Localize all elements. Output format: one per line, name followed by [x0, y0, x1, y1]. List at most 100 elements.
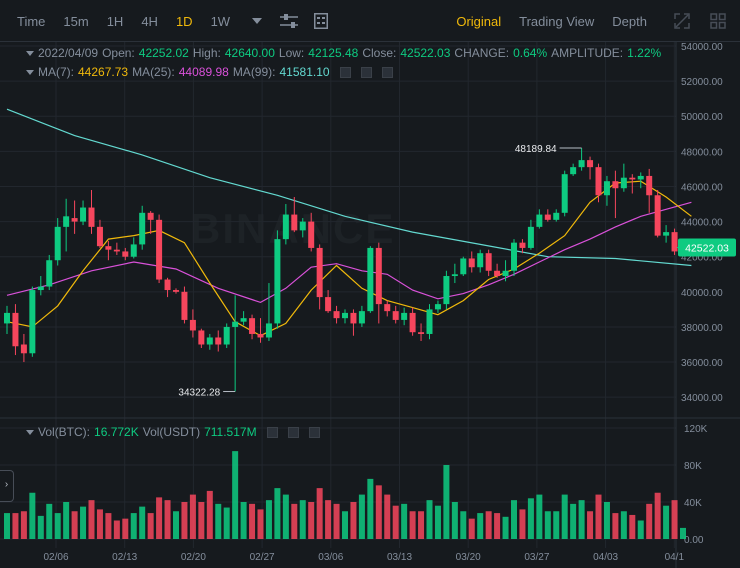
candle-body [206, 337, 213, 345]
vol-close-icon[interactable] [308, 426, 320, 438]
candle-body [308, 221, 315, 248]
candle-body [536, 214, 543, 227]
volume-bar [654, 492, 661, 539]
candle-body [401, 312, 408, 320]
candle-body [96, 226, 103, 247]
price-tick-label: 48000.00 [681, 147, 723, 158]
volume-bar [156, 497, 163, 539]
volume-bar [249, 503, 256, 539]
vol-hide-icon[interactable] [287, 426, 299, 438]
volume-bar [37, 515, 44, 539]
candle-body [156, 219, 163, 280]
volume-bar [316, 488, 323, 539]
candle-body [553, 212, 560, 220]
candle-body [37, 286, 44, 291]
candle-body [527, 226, 534, 248]
interval-15m[interactable]: 15m [63, 13, 89, 29]
more-intervals-dropdown[interactable] [243, 7, 271, 35]
volume-bar [29, 492, 36, 539]
ma-hide-icon[interactable] [360, 66, 372, 78]
candle-body [477, 253, 484, 268]
interval-1h[interactable]: 1H [106, 13, 124, 29]
price-tick-label: 34000.00 [681, 393, 723, 404]
collapse-ma-icon[interactable] [26, 69, 34, 75]
volume-bar [527, 498, 534, 539]
volume-bar [240, 502, 247, 539]
date-tick-label: 02/20 [181, 552, 206, 563]
date-tick-label: 03/27 [524, 552, 549, 563]
volume-bar [519, 509, 526, 539]
interval-4h[interactable]: 4H [141, 13, 158, 29]
candlestick-chart[interactable]: 54000.00 52000.00 50000.00 48000.00 46000.00… [0, 42, 740, 568]
volume-bar [485, 511, 492, 539]
volume-bar [71, 511, 78, 539]
caret-down-icon [252, 18, 263, 24]
indicator-settings-button[interactable] [275, 7, 303, 35]
candle-body [612, 181, 619, 189]
interval-time[interactable]: Time [17, 13, 46, 29]
date-tick-label: 02/13 [112, 552, 137, 563]
candle-body [181, 291, 188, 320]
volume-bar [401, 503, 408, 539]
expand-side-panel-button[interactable]: › [0, 470, 14, 502]
candle-body [20, 344, 27, 354]
open-value: 42252.02 [138, 46, 189, 60]
layout-grid-button[interactable] [704, 7, 732, 35]
grid-icon [710, 13, 726, 29]
volume-bar [105, 513, 112, 539]
indicators-list-button[interactable] [307, 7, 335, 35]
tab-original[interactable]: Original [456, 13, 502, 29]
volume-bar [561, 494, 568, 539]
volume-bar [46, 503, 53, 539]
volume-bar [646, 503, 653, 539]
high-value: 42640.00 [224, 46, 275, 60]
interval-1d[interactable]: 1D [175, 13, 193, 29]
volume-bar [553, 511, 560, 539]
volume-tick-label: 80K [684, 461, 702, 472]
volume-bar [325, 500, 332, 539]
date-tick-label: 02/06 [43, 552, 68, 563]
date-tick-label: 03/06 [318, 552, 343, 563]
candle-body [451, 274, 458, 277]
volume-bar [333, 503, 340, 539]
volume-bar [130, 513, 137, 539]
volume-bar [4, 513, 10, 539]
volume-bar [392, 505, 399, 539]
volume-bar [63, 502, 70, 539]
fullscreen-button[interactable] [668, 7, 696, 35]
date-tick-label: 03/20 [456, 552, 481, 563]
collapse-volume-icon[interactable] [26, 429, 34, 435]
volume-tick-label: 120K [684, 424, 708, 435]
candle-body [105, 246, 112, 250]
collapse-legend-icon[interactable] [26, 50, 34, 56]
candle-body [654, 195, 661, 236]
candle-body [460, 258, 467, 275]
ma-settings-icon[interactable] [339, 66, 351, 78]
candle-body [122, 251, 129, 257]
candle-body [392, 311, 399, 320]
candle-body [113, 249, 120, 252]
open-label: Open: [102, 46, 135, 60]
candle-body [71, 218, 78, 222]
volume-bar [494, 513, 501, 539]
volume-bar [426, 500, 433, 539]
price-tick-label: 46000.00 [681, 182, 723, 193]
tab-depth[interactable]: Depth [612, 13, 647, 29]
volume-bar [468, 518, 475, 539]
tab-trading-view[interactable]: Trading View [519, 13, 595, 29]
candle-body [189, 319, 196, 331]
volume-bar [460, 511, 467, 539]
candle-body [663, 232, 670, 236]
volume-bar [54, 513, 61, 539]
ma-close-icon[interactable] [381, 66, 393, 78]
candle-body [646, 175, 653, 196]
volume-bar [477, 513, 484, 539]
candle-body [333, 311, 340, 319]
interval-1w[interactable]: 1W [210, 13, 231, 29]
candle-body [299, 221, 306, 231]
volume-bar [409, 511, 416, 539]
candle-body [494, 270, 501, 277]
vol-settings-icon[interactable] [266, 426, 278, 438]
volume-bar [173, 511, 179, 539]
candle-body [570, 167, 577, 175]
